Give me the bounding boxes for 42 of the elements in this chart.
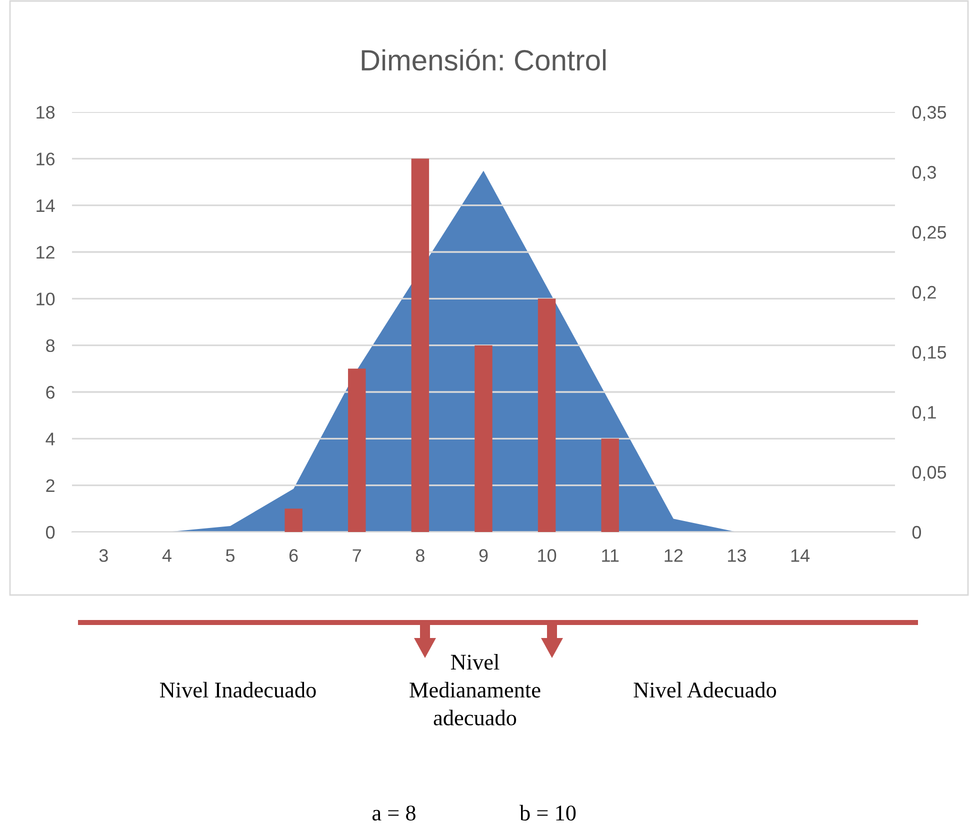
y-tick-label: 16 (36, 152, 55, 166)
bar (411, 158, 430, 532)
x-tick-label: 3 (99, 549, 108, 562)
y-tick-label: 2 (46, 479, 54, 492)
y-tick-label: 0 (46, 526, 55, 539)
x-tick-label: 6 (289, 549, 298, 562)
bar (601, 438, 619, 532)
text: Nivel Adecuado (634, 682, 776, 698)
x-tick-label: 14 (791, 549, 810, 562)
y2-tick-label: 0,15 (912, 346, 946, 361)
y-tick-label: 14 (36, 199, 55, 212)
x-tick-label: 9 (479, 549, 488, 562)
x-tick-label: 12 (664, 549, 683, 562)
x-tick-label: 10 (538, 549, 556, 562)
y2-tick-label: 0 (912, 526, 921, 539)
bar (348, 368, 366, 532)
y-tick-label: 18 (36, 106, 55, 119)
bar (538, 298, 556, 532)
y-tick-label: 12 (36, 246, 54, 259)
y2-tick-label: 0,2 (912, 286, 936, 301)
text: b = 10 (520, 804, 576, 821)
y2-tick-label: 0,35 (912, 106, 946, 121)
x-tick-label: 8 (416, 549, 424, 562)
text: Nivel Medianamente adecuado (410, 654, 540, 726)
y-tick-label: 6 (46, 386, 55, 399)
y-tick-label: 8 (46, 339, 55, 352)
text: a = 8 (372, 806, 416, 821)
y-tick-label: 4 (46, 432, 55, 446)
y-tick-label: 10 (36, 292, 55, 306)
x-tick-label: 13 (728, 549, 746, 562)
y2-tick-label: 0,05 (912, 466, 946, 481)
bar (474, 345, 492, 532)
x-tick-label: 11 (602, 549, 619, 562)
y2-tick-label: 0,1 (912, 406, 936, 421)
x-tick-label: 7 (352, 549, 361, 562)
y2-tick-label: 0,25 (912, 226, 946, 241)
y2-tick-label: 0,3 (912, 166, 936, 181)
bar (284, 508, 302, 532)
x-tick-label: 5 (226, 549, 235, 562)
x-tick-label: 4 (162, 549, 172, 562)
chart-title: Dimensión: Control (362, 48, 606, 71)
text: Nivel Inadecuado (160, 682, 316, 698)
